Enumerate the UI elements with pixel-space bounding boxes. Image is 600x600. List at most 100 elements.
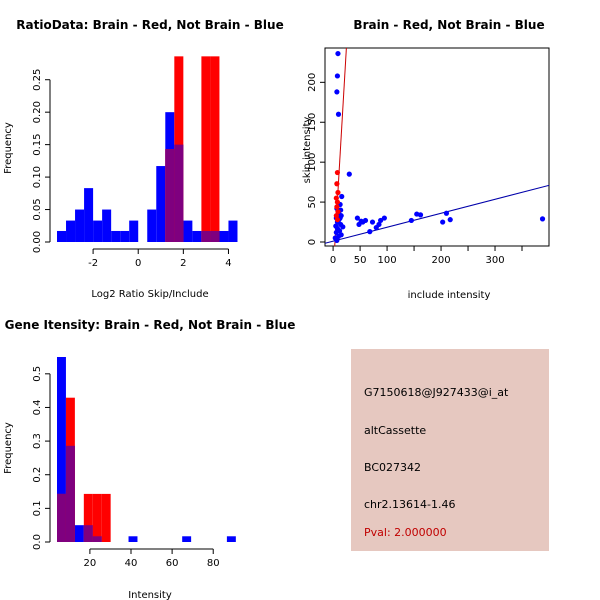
scatter-point-brain-3 (333, 195, 339, 201)
scatter-title: Brain - Red, Not Brain - Blue (353, 18, 544, 32)
hist3-y-tick-label-2: 0.2 (32, 467, 43, 483)
scatter-y-tick-label-0: 0 (307, 239, 318, 245)
scatter-point-not-brain-39 (443, 210, 450, 216)
hist1-blue-bar-3 (84, 188, 94, 242)
scatter-point-brain-2 (335, 189, 341, 196)
hist1-overlap-bar-17 (210, 230, 220, 242)
scatter-xlabel: include intensity (408, 290, 491, 301)
hist3-overlap-bar-0 (57, 493, 66, 542)
hist1-y-tick-label-0: 0.00 (32, 231, 43, 253)
hist1-blue-bar-8 (129, 220, 139, 242)
scatter-point-not-brain-5 (339, 193, 345, 200)
ratio-histogram-title: RatioData: Brain - Red, Not Brain - Blue (16, 18, 283, 32)
hist3-y-tick-label-3: 0.3 (32, 433, 43, 449)
scatter-point-not-brain-0 (335, 50, 341, 57)
hist1-blue-bar-4 (93, 220, 103, 242)
hist1-blue-bar-2 (75, 209, 85, 242)
scatter-point-brain-6 (335, 209, 341, 215)
hist1-y-tick-label-5: 0.25 (32, 69, 43, 91)
scatter-point-not-brain-42 (539, 216, 546, 222)
hist1-blue-bar-10 (147, 209, 157, 242)
ratio-histogram-panel: RatioData: Brain - Red, Not Brain - Blue… (3, 18, 284, 300)
scatter-point-not-brain-2 (334, 89, 340, 95)
hist3-overlap-bar-3 (83, 525, 93, 542)
scatter-point-not-brain-34 (360, 219, 366, 225)
scatter-point-not-brain-19 (333, 229, 339, 236)
scatter-x-tick-label-4: 300 (485, 255, 504, 266)
scatter-point-brain-5 (334, 204, 340, 210)
location-text: chr2.13614-1.46 (364, 498, 456, 511)
hist1-blue-bar-6 (111, 230, 121, 242)
hist1-overlap-bar-16 (201, 230, 211, 242)
scatter-point-not-brain-40 (440, 219, 446, 225)
hist1-x-tick-label-3: 4 (225, 258, 231, 269)
scatter-panel: Brain - Red, Not Brain - Blue include in… (302, 18, 550, 301)
hist1-y-tick-label-4: 0.20 (32, 101, 43, 123)
scatter-point-brain-4 (334, 199, 341, 205)
hist1-blue-bar-11 (156, 166, 166, 242)
hist3-x-tick-label-1: 40 (125, 558, 138, 569)
scatter-point-brain-1 (334, 181, 340, 187)
hist1-blue-bar-0 (57, 230, 67, 242)
hist3-red-bar-3 (83, 493, 93, 542)
hist1-y-tick-label-1: 0.05 (32, 198, 43, 220)
hist3-blue-bar-8 (128, 536, 138, 542)
scatter-point-not-brain-1 (334, 73, 341, 79)
hist3-overlap-bar-4 (92, 536, 102, 542)
intensity-histogram-xlabel: Intensity (128, 590, 172, 600)
scatter-fit-lines (325, 48, 549, 246)
hist1-overlap-bar-13 (174, 144, 184, 242)
hist3-red-bar-4 (92, 493, 102, 542)
hist1-blue-bar-18 (219, 230, 229, 242)
scatter-x-tick-label-0: 0 (330, 255, 336, 266)
ratio-overlap-bars (165, 144, 220, 242)
hist1-blue-bar-15 (192, 230, 202, 242)
hist1-red-bar-17 (210, 56, 220, 242)
scatter-point-not-brain-16 (340, 224, 346, 230)
hist3-blue-bar-2 (74, 525, 84, 542)
scatter-point-not-brain-23 (334, 237, 340, 244)
hist1-blue-bar-1 (66, 220, 76, 242)
accession-text: BC027342 (364, 461, 422, 474)
ratio-histogram-xlabel: Log2 Ratio Skip/Include (91, 289, 208, 300)
scatter-point-not-brain-4 (346, 171, 352, 177)
hist3-y-tick-label-4: 0.4 (32, 400, 43, 416)
scatter-point-not-brain-38 (408, 217, 414, 224)
scatter-point-not-brain-37 (417, 212, 424, 218)
probe-info-box: G7150618@J927433@i_at altCassette BC0273… (351, 349, 549, 551)
event-type-text: altCassette (364, 424, 427, 437)
scatter-point-not-brain-3 (335, 111, 342, 117)
scatter-y-tick-label-2: 100 (307, 153, 318, 172)
hist1-y-tick-label-2: 0.10 (32, 166, 43, 188)
ratio-histogram-ylabel: Frequency (3, 122, 14, 174)
intensity-histogram-title: Gene Itensity: Brain - Red, Not Brain - … (5, 318, 296, 332)
scatter-x-tick-label-2: 100 (378, 255, 397, 266)
scatter-y-tick-label-1: 50 (307, 196, 318, 209)
ratio-histogram-axes: -2 0 2 4 0.00 0.05 0.10 0.15 0.20 0.25 (32, 69, 232, 269)
intensity-overlap-bars (57, 445, 102, 542)
hist1-overlap-bar-12 (165, 149, 175, 242)
hist1-blue-bar-19 (228, 220, 238, 242)
hist3-y-tick-label-0: 0.0 (32, 534, 43, 550)
probe-id-text: G7150618@J927433@i_at (364, 386, 509, 399)
scatter-x-tick-label-3: 200 (432, 255, 451, 266)
hist1-blue-bar-14 (183, 220, 193, 242)
scatter-point-not-brain-32 (373, 225, 379, 231)
scatter-y-tick-label-4: 200 (307, 73, 318, 92)
fit-line-not-brain (325, 184, 549, 244)
hist3-red-bar-5 (101, 493, 111, 542)
scatter-point-brain-7 (333, 213, 339, 219)
hist3-y-tick-label-1: 0.1 (32, 500, 43, 516)
pval-text: Pval: 2.000000 (364, 526, 447, 539)
scatter-point-brain-8 (334, 217, 341, 223)
hist1-x-tick-label-1: 0 (135, 258, 141, 269)
scatter-point-not-brain-28 (369, 219, 376, 225)
scatter-point-not-brain-35 (356, 221, 362, 228)
hist3-blue-bar-19 (226, 536, 236, 542)
hist3-blue-bar-0 (57, 357, 66, 542)
scatter-point-not-brain-25 (354, 215, 360, 221)
hist1-red-bar-16 (201, 56, 211, 242)
scatter-x-tick-label-1: 50 (354, 255, 367, 266)
hist3-overlap-bar-1 (65, 445, 75, 542)
